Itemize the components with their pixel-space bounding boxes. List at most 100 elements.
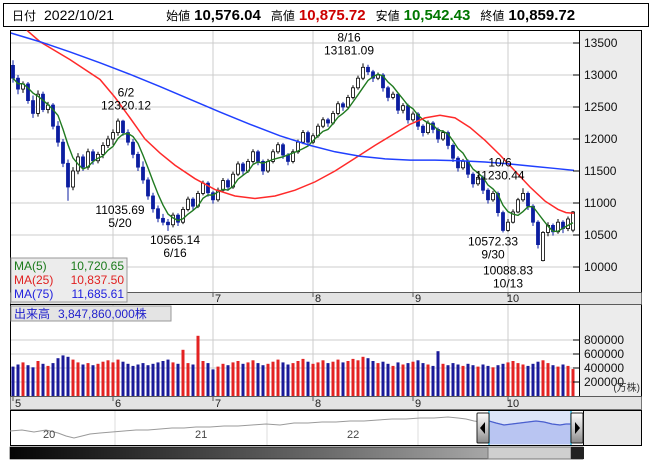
volume-bar: [376, 363, 380, 396]
chart-annotation: 5/20: [108, 216, 132, 230]
volume-tick-label: 800000: [584, 333, 624, 347]
volume-bar: [491, 367, 495, 396]
candle-body: [381, 74, 385, 89]
candle-body: [151, 195, 155, 210]
candle-body: [341, 103, 345, 108]
volume-bar: [181, 349, 185, 396]
candle-body: [56, 125, 60, 143]
volume-bar: [61, 355, 65, 396]
candle-body: [391, 93, 395, 98]
candle-body: [356, 77, 360, 89]
volume-bar: [241, 363, 245, 396]
ma25-line: [26, 30, 575, 214]
price-tick-label: 13000: [584, 68, 618, 82]
candle-body: [106, 138, 110, 146]
candle-body: [66, 162, 70, 188]
volume-bar: [401, 364, 405, 396]
candle-body: [371, 71, 375, 79]
volume-bar: [21, 362, 25, 396]
nav-selected-line: [489, 420, 571, 426]
ohlc-header: 日付 2022/10/21 始値 10,576.04 高値 10,875.72 …: [3, 3, 649, 27]
low-label: 安値: [375, 8, 400, 23]
volume-bar: [231, 362, 235, 396]
chart-annotation: 9/30: [481, 247, 505, 261]
candle-body: [401, 105, 405, 111]
candle-body: [321, 119, 325, 127]
candle-body: [566, 218, 570, 229]
chart-annotation: 10565.14: [150, 233, 200, 247]
month-label: 10: [507, 293, 519, 305]
volume-bar: [196, 335, 200, 396]
volume-bar: [461, 365, 465, 396]
volume-bar: [121, 361, 125, 396]
volume-bar: [81, 364, 85, 396]
volume-bar: [11, 366, 15, 396]
volume-bar: [281, 362, 285, 396]
volume-bar: [486, 365, 490, 396]
candle-body: [301, 132, 305, 143]
volume-bar: [106, 360, 110, 396]
candle-body: [256, 151, 260, 162]
volume-bar: [391, 365, 395, 396]
nav-year-label: 21: [195, 429, 207, 441]
chart-annotation: 10/13: [493, 276, 523, 290]
volume-bars: [11, 335, 575, 396]
volume-unit-label: (万株): [613, 381, 640, 394]
candle-body: [31, 100, 35, 114]
candle-body: [501, 212, 505, 231]
volume-bar: [346, 361, 350, 396]
candle-body: [101, 144, 105, 155]
volume-value: 3,847,860,000株: [58, 306, 147, 321]
candle-body: [511, 211, 515, 223]
ma-lines: [11, 30, 575, 232]
volume-bar: [476, 366, 480, 396]
candle-body: [201, 182, 205, 194]
chart-annotation: 6/16: [163, 246, 187, 260]
volume-bar: [521, 364, 525, 396]
candle-body: [471, 173, 475, 185]
volume-bar: [111, 362, 115, 396]
volume-bar: [556, 366, 560, 396]
volume-bar: [86, 363, 90, 396]
volume-bar: [96, 363, 100, 396]
candle-body: [11, 65, 15, 79]
volume-label: 出来高: [14, 306, 50, 321]
volume-bar: [226, 365, 230, 396]
chart-annotation: 13181.09: [324, 43, 374, 57]
volume-bar: [211, 369, 215, 396]
nav-left-arrow-icon: [480, 422, 485, 434]
volume-bar: [416, 360, 420, 396]
candle-body: [91, 151, 95, 162]
volume-bar: [471, 365, 475, 396]
volume-bar: [166, 359, 170, 396]
volume-bar: [46, 365, 50, 396]
volume-bar: [286, 364, 290, 396]
candle-body: [186, 198, 190, 210]
volume-bar: [361, 356, 365, 396]
chart-annotation: 8/16: [337, 30, 361, 44]
candle-body: [346, 97, 350, 108]
volume-bar: [451, 363, 455, 396]
volume-bar: [371, 361, 375, 396]
scrollbar[interactable]: [9, 446, 584, 460]
ma5-label: MA(5): [14, 259, 47, 273]
nav-year-label: 22: [347, 429, 359, 441]
candles: [11, 60, 575, 262]
volume-bar: [541, 360, 545, 396]
candle-body: [266, 160, 270, 172]
volume-bar: [456, 364, 460, 396]
chart-annotation: 6/2: [118, 86, 135, 100]
candle-body: [206, 182, 210, 194]
candle-body: [361, 66, 365, 79]
volume-bar: [366, 358, 370, 396]
volume-bar: [411, 361, 415, 396]
candle-body: [51, 104, 55, 127]
volume-bar: [276, 359, 280, 396]
scrollbar-thumb[interactable]: [487, 446, 572, 460]
candle-body: [516, 199, 520, 213]
candle-body: [141, 166, 145, 181]
candle-body: [136, 153, 140, 168]
candle-body: [276, 144, 280, 153]
candle-body: [71, 170, 75, 188]
